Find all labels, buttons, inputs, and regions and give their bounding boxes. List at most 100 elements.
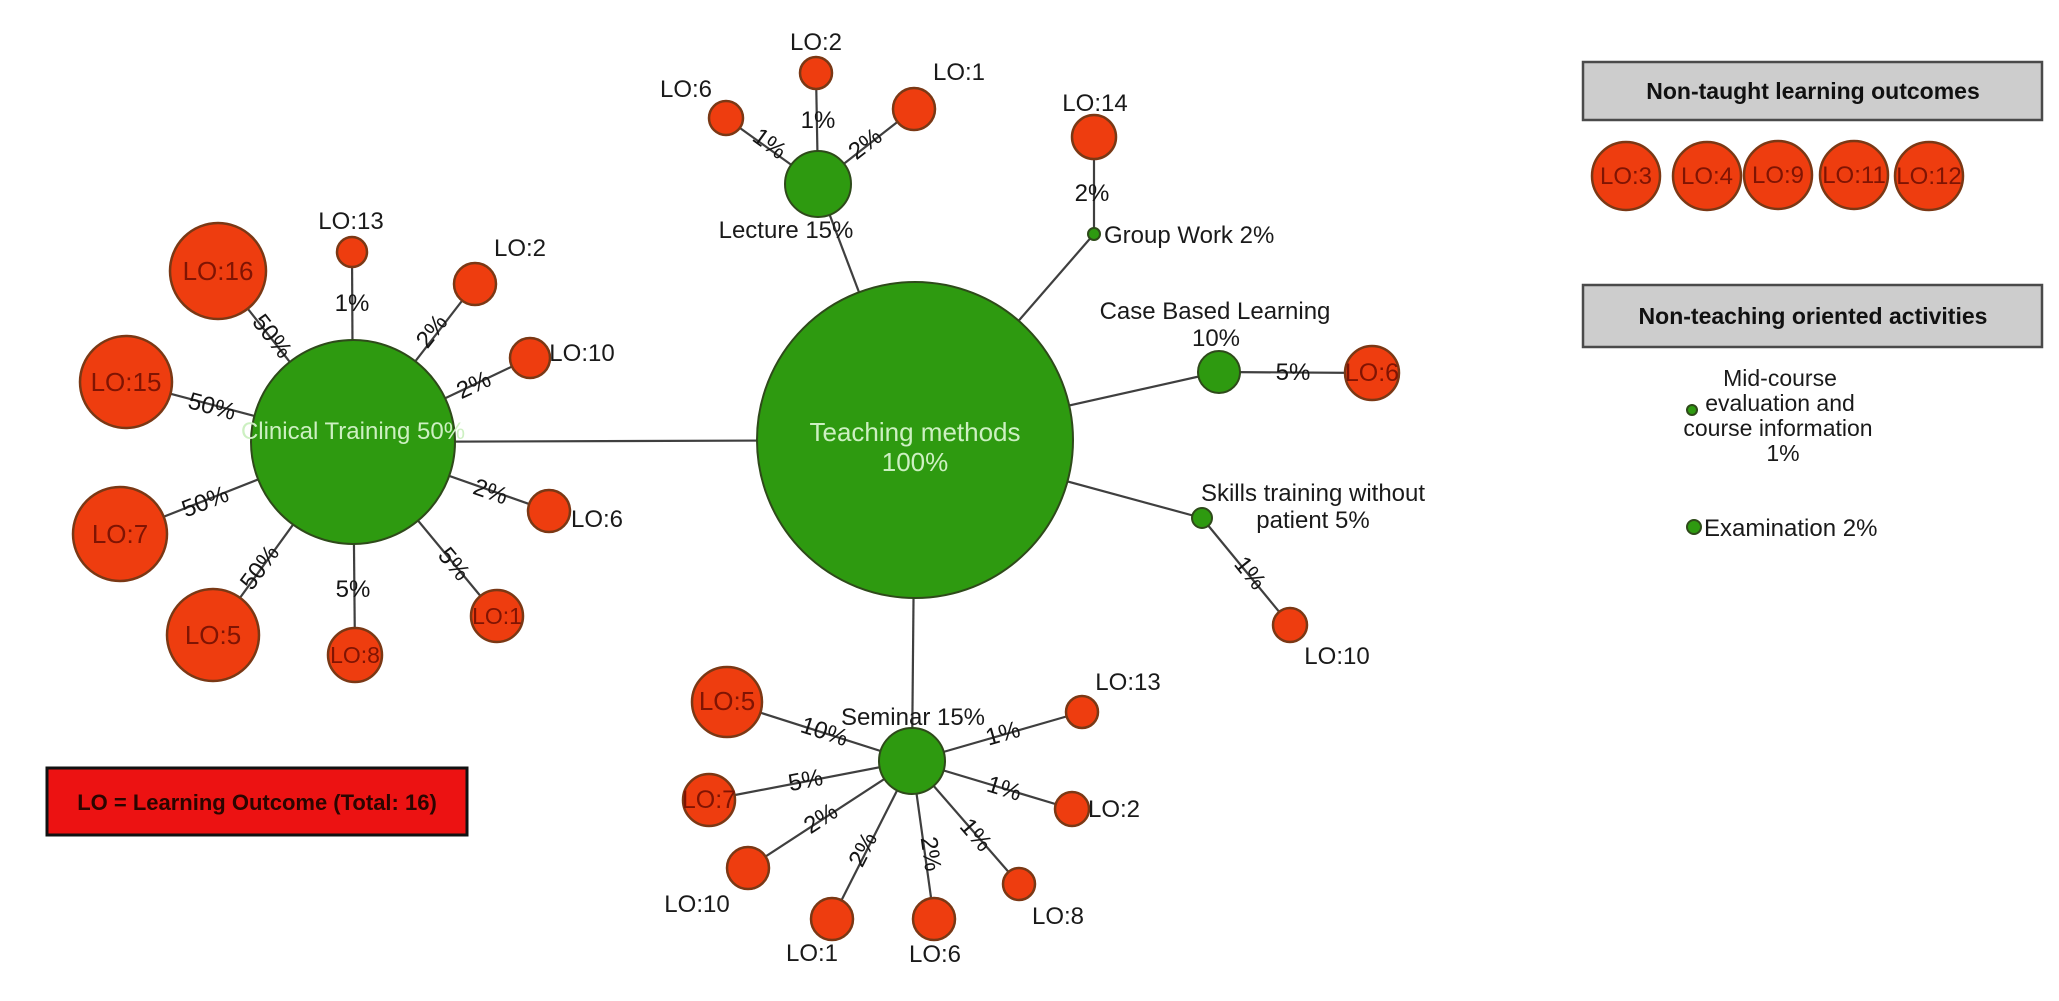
node-groupwork bbox=[1087, 227, 1101, 241]
weight-groupwork-lo14: 2% bbox=[1075, 180, 1110, 207]
edge-skills-lo10 bbox=[1201, 517, 1291, 626]
node-clinical-lo7 bbox=[71, 485, 169, 583]
label-seminar-lo10: LO:10 bbox=[664, 891, 729, 918]
non-teaching-title: Non-teaching oriented activities bbox=[1639, 303, 1988, 329]
label-clinical-lo5: LO:5 bbox=[185, 620, 241, 650]
weight-clinical-lo13: 1% bbox=[335, 290, 370, 317]
label-nontaught-lo12: LO:12 bbox=[1896, 163, 1961, 190]
label-seminar-lo5: LO:5 bbox=[699, 686, 755, 716]
label-nontaught-lo11: LO:11 bbox=[1822, 162, 1886, 189]
label-clinical-lo8: LO:8 bbox=[330, 642, 380, 668]
label-seminar-lo13: LO:13 bbox=[1095, 669, 1160, 696]
label-skills-line2: patient 5% bbox=[1256, 507, 1369, 534]
panel-non-taught: Non-taught learning outcomes LO:3 LO:4 L… bbox=[1581, 60, 2044, 212]
label-midcourse-line3: course information bbox=[1683, 415, 1872, 441]
node-nontaught-lo9 bbox=[1742, 139, 1814, 211]
weight-seminar-lo7: 5% bbox=[786, 764, 825, 797]
weight-lecture-lo6: 1% bbox=[747, 123, 791, 165]
weight-clinical-lo15: 50% bbox=[185, 387, 238, 426]
label-midcourse-line1: Mid-course bbox=[1723, 365, 1837, 391]
legend: LO = Learning Outcome (Total: 16) bbox=[45, 766, 469, 837]
non-taught-title: Non-taught learning outcomes bbox=[1646, 78, 1980, 104]
node-clinical-lo6 bbox=[526, 488, 572, 534]
label-cbl-lo6: LO:6 bbox=[1345, 359, 1399, 387]
label-cbl-line1: Case Based Learning bbox=[1100, 298, 1331, 325]
label-clinical-lo13: LO:13 bbox=[318, 208, 383, 235]
node-lecture-lo1 bbox=[891, 86, 937, 132]
label-lecture-lo2: LO:2 bbox=[790, 29, 842, 56]
node-clinical-lo8 bbox=[326, 626, 384, 684]
label-groupwork-lo14: LO:14 bbox=[1062, 90, 1127, 117]
label-clinical-lo16: LO:16 bbox=[183, 256, 254, 286]
label-clinical-training: Clinical Training 50% bbox=[241, 418, 465, 445]
weight-clinical-lo6: 2% bbox=[470, 473, 512, 510]
node-seminar-lo6 bbox=[911, 896, 957, 942]
weight-clinical-lo1: 5% bbox=[432, 542, 475, 586]
label-lecture-lo1: LO:1 bbox=[933, 59, 985, 86]
label-examination: Examination 2% bbox=[1704, 515, 1877, 542]
label-clinical-lo10: LO:10 bbox=[549, 340, 614, 367]
label-skills-lo10: LO:10 bbox=[1304, 643, 1369, 670]
node-nontaught-lo3 bbox=[1590, 140, 1662, 212]
label-midcourse-line4: 1% bbox=[1766, 440, 1799, 466]
node-labels: Teaching methods 100% Clinical Training … bbox=[91, 29, 1426, 968]
legend-box bbox=[45, 766, 469, 837]
node-seminar-lo8 bbox=[1001, 866, 1037, 902]
node-seminar-lo5 bbox=[690, 665, 764, 739]
node-nontaught-lo4 bbox=[1671, 140, 1743, 212]
node-seminar-lo7 bbox=[681, 772, 737, 828]
label-skills-line1: Skills training without bbox=[1201, 480, 1425, 507]
node-lecture bbox=[784, 150, 852, 218]
node-teaching-methods bbox=[756, 281, 1074, 599]
weight-clinical-lo2: 2% bbox=[411, 309, 454, 353]
label-nontaught-lo4: LO:4 bbox=[1681, 163, 1733, 190]
label-seminar-lo7: LO:7 bbox=[682, 786, 736, 814]
label-seminar-lo1: LO:1 bbox=[786, 940, 838, 967]
node-cbl-lo6 bbox=[1343, 344, 1401, 402]
label-nontaught-lo3: LO:3 bbox=[1600, 163, 1652, 190]
label-seminar-lo6: LO:6 bbox=[909, 941, 961, 968]
weight-lecture-lo2: 1% bbox=[801, 107, 836, 134]
label-clinical-lo2: LO:2 bbox=[494, 235, 546, 262]
node-seminar-lo10 bbox=[725, 845, 771, 891]
node-clinical-lo2 bbox=[452, 261, 498, 307]
weight-seminar-lo10: 2% bbox=[799, 798, 843, 840]
node-skills-training bbox=[1191, 507, 1213, 529]
node-nontaught-lo12 bbox=[1893, 140, 1965, 212]
legend-text: LO = Learning Outcome (Total: 16) bbox=[77, 790, 437, 815]
label-teaching-methods-line2: 100% bbox=[882, 447, 949, 477]
weight-seminar-lo6: 2% bbox=[915, 835, 947, 873]
non-teaching-header-box bbox=[1581, 283, 2044, 349]
label-clinical-lo15: LO:15 bbox=[91, 367, 162, 397]
weight-clinical-lo5: 50% bbox=[235, 540, 285, 595]
weight-seminar-lo1: 2% bbox=[843, 828, 883, 871]
node-groupwork-lo14 bbox=[1070, 113, 1118, 161]
node-clinical-lo1 bbox=[469, 588, 525, 644]
node-clinical-lo15 bbox=[78, 334, 174, 430]
weight-clinical-lo10: 2% bbox=[452, 366, 495, 405]
node-seminar-lo2 bbox=[1053, 790, 1091, 828]
node-seminar-lo13 bbox=[1064, 694, 1100, 730]
node-clinical-lo16 bbox=[168, 221, 268, 321]
node-seminar-lo1 bbox=[809, 896, 855, 942]
label-clinical-lo6: LO:6 bbox=[571, 506, 623, 533]
weight-clinical-lo8: 5% bbox=[336, 576, 371, 603]
node-clinical-lo5 bbox=[165, 587, 261, 683]
label-seminar-lo2: LO:2 bbox=[1088, 796, 1140, 823]
node-skills-lo10 bbox=[1271, 606, 1309, 644]
node-seminar bbox=[878, 727, 946, 795]
label-cbl-line2: 10% bbox=[1192, 325, 1240, 352]
weight-clinical-lo7: 50% bbox=[178, 481, 233, 523]
node-nontaught-lo11 bbox=[1818, 139, 1890, 211]
weight-seminar-lo2: 1% bbox=[984, 771, 1025, 807]
node-clinical-training bbox=[250, 339, 456, 545]
label-clinical-lo7: LO:7 bbox=[92, 519, 148, 549]
label-lecture-lo6: LO:6 bbox=[660, 76, 712, 103]
weight-seminar-lo13: 1% bbox=[983, 716, 1024, 752]
node-clinical-lo10 bbox=[508, 336, 552, 380]
label-midcourse-line2: evaluation and bbox=[1705, 390, 1855, 416]
node-lecture-lo2 bbox=[798, 55, 834, 91]
label-groupwork: Group Work 2% bbox=[1104, 222, 1274, 249]
edge-seminar-lo7 bbox=[708, 759, 913, 802]
